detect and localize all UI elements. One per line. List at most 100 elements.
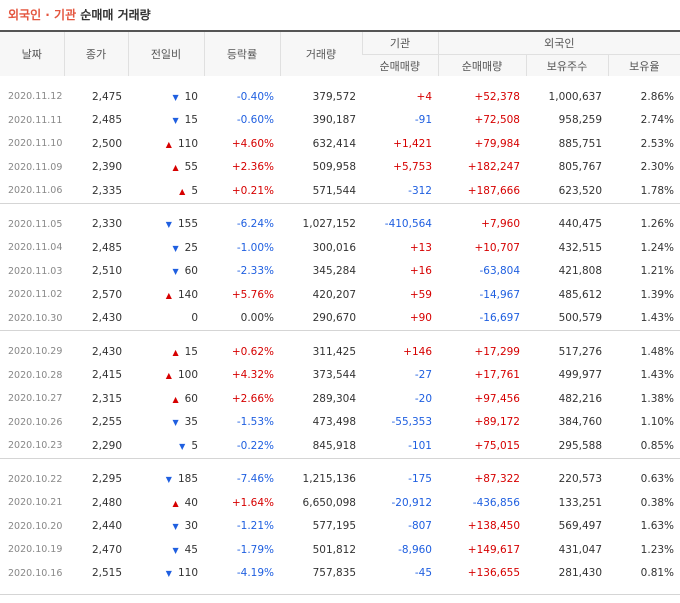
- divider-cell: [0, 594, 680, 595]
- foreign-hold-cell: 623,520: [558, 184, 602, 197]
- row-spacer: [0, 459, 680, 468]
- date-cell: 2020.11.06: [8, 185, 63, 197]
- table-row: 2020.10.20 2,440 ▼ 30 -1.21% 577,195 -807 +138,…: [0, 515, 680, 539]
- header-foreign-hold: 보유주수: [525, 54, 608, 76]
- foreign-hold-cell: 958,259: [558, 114, 602, 127]
- foreign-ratio-cell: 0.38%: [640, 496, 675, 509]
- foreign-ratio-cell: 1.48%: [640, 345, 675, 358]
- volume-cell: 290,670: [312, 312, 356, 325]
- change-cell: ▲ 100: [128, 364, 204, 388]
- volume-cell: 501,812: [312, 543, 356, 556]
- foreign-hold-cell: 485,612: [558, 288, 602, 301]
- foreign-ratio-cell: 1.26%: [640, 218, 675, 231]
- row-spacer: [0, 204, 680, 213]
- header-foreign-ratio: 보유율: [607, 54, 680, 76]
- close-cell: 2,430: [91, 345, 122, 358]
- rate-cell: +4.32%: [231, 369, 274, 382]
- change-value: 60: [184, 392, 198, 405]
- rate-cell: -1.79%: [236, 543, 274, 556]
- group-divider: [0, 457, 680, 459]
- header-inst-net: 순매매량: [362, 54, 438, 76]
- date-cell: 2020.10.23: [8, 440, 63, 452]
- change-cell: ▼ 155: [128, 213, 204, 237]
- volume-cell: 289,304: [312, 392, 356, 405]
- foreign-net-cell: -16,697: [479, 312, 520, 325]
- group-divider: [0, 202, 680, 204]
- foreign-net-cell: +7,960: [481, 218, 520, 231]
- rate-cell: -7.46%: [236, 473, 274, 486]
- spacer-cell: [0, 459, 680, 468]
- foreign-hold-cell: 569,497: [558, 520, 602, 533]
- inst-net-cell: -312: [408, 184, 432, 197]
- volume-cell: 577,195: [312, 520, 356, 533]
- table-row: 2020.10.27 2,315 ▲ 60 +2.66% 289,304 -20 +97,45…: [0, 387, 680, 411]
- inst-net-cell: -27: [414, 369, 432, 382]
- table-row: 2020.11.11 2,485 ▼ 15 -0.60% 390,187 -91 +72,50…: [0, 109, 680, 133]
- triangle-up-icon: ▲: [172, 347, 179, 357]
- rate-cell: +2.66%: [231, 392, 274, 405]
- date-cell: 2020.10.19: [8, 544, 63, 556]
- foreign-hold-cell: 805,767: [558, 161, 602, 174]
- change-value: 15: [184, 114, 198, 127]
- date-cell: 2020.11.04: [8, 242, 63, 254]
- foreign-net-cell: +187,666: [467, 184, 520, 197]
- foreign-ratio-cell: 2.86%: [640, 90, 675, 103]
- foreign-hold-cell: 421,808: [558, 265, 602, 278]
- triangle-down-icon: ▼: [172, 522, 179, 532]
- triangle-down-icon: ▼: [165, 220, 172, 230]
- foreign-hold-cell: 133,251: [558, 496, 602, 509]
- triangle-up-icon: ▲: [165, 371, 172, 381]
- change-value: 15: [184, 345, 198, 358]
- foreign-ratio-cell: 0.81%: [640, 567, 675, 580]
- volume-cell: 509,958: [312, 161, 356, 174]
- header-institution: 기관: [361, 31, 438, 55]
- change-cell: ▼ 35: [128, 411, 204, 435]
- close-cell: 2,440: [91, 520, 122, 533]
- foreign-net-cell: +149,617: [467, 543, 520, 556]
- change-value: 5: [191, 439, 198, 452]
- inst-net-cell: +4: [416, 90, 432, 103]
- rate-cell: -4.19%: [236, 567, 274, 580]
- foreign-ratio-cell: 1.43%: [640, 312, 675, 325]
- volume-cell: 757,835: [312, 567, 356, 580]
- inst-net-cell: -91: [414, 114, 432, 127]
- spacer-cell: [0, 204, 680, 213]
- rate-cell: -0.60%: [236, 114, 274, 127]
- header-foreign-net: 순매매량: [437, 54, 526, 76]
- inst-net-cell: -807: [408, 520, 432, 533]
- table-row: 2020.10.28 2,415 ▲ 100 +4.32% 373,544 -27 +17,7…: [0, 364, 680, 388]
- rate-cell: -0.22%: [236, 439, 274, 452]
- change-cell: ▼ 45: [128, 538, 204, 562]
- header-change: 전일비: [127, 31, 204, 76]
- foreign-net-cell: +87,322: [474, 473, 520, 486]
- foreign-hold-cell: 220,573: [558, 473, 602, 486]
- close-cell: 2,330: [91, 218, 122, 231]
- change-cell: ▲ 40: [128, 491, 204, 515]
- foreign-hold-cell: 517,276: [558, 345, 602, 358]
- divider-cell: [0, 330, 680, 331]
- foreign-hold-cell: 432,515: [558, 241, 602, 254]
- change-value: 35: [184, 416, 198, 429]
- change-value: 140: [177, 288, 198, 301]
- table-row: 2020.10.29 2,430 ▲ 15 +0.62% 311,425 +146 +17,2…: [0, 340, 680, 364]
- foreign-ratio-cell: 0.63%: [640, 473, 675, 486]
- date-cell: 2020.11.03: [8, 265, 63, 277]
- volume-cell: 420,207: [312, 288, 356, 301]
- foreign-ratio-cell: 2.74%: [640, 114, 675, 127]
- foreign-net-cell: +72,508: [474, 114, 520, 127]
- volume-cell: 379,572: [312, 90, 356, 103]
- table-row: 2020.10.30 2,430 0 0.00% 290,670 +90 -16,697 50…: [0, 307, 680, 331]
- foreign-hold-cell: 500,579: [558, 312, 602, 325]
- foreign-ratio-cell: 2.53%: [640, 137, 675, 150]
- change-value: 25: [184, 241, 198, 254]
- table-header: 날짜 종가 전일비 등락률 거래량 기관 외국인 순매매량 순매매량 보유주수 …: [0, 31, 680, 76]
- volume-cell: 373,544: [312, 369, 356, 382]
- title-highlight: 외국인 · 기관: [8, 8, 77, 22]
- table-row: 2020.10.16 2,515 ▼ 110 -4.19% 757,835 -45 +136,…: [0, 562, 680, 586]
- rate-cell: +5.76%: [231, 288, 274, 301]
- table-row: 2020.10.23 2,290 ▼ 5 -0.22% 845,918 -101 +75,01…: [0, 434, 680, 458]
- divider-cell: [0, 457, 680, 459]
- header-volume: 거래량: [279, 31, 362, 76]
- foreign-net-cell: -63,804: [479, 265, 520, 278]
- table-row: 2020.11.12 2,475 ▼ 10 -0.40% 379,572 +4 +52,378…: [0, 85, 680, 109]
